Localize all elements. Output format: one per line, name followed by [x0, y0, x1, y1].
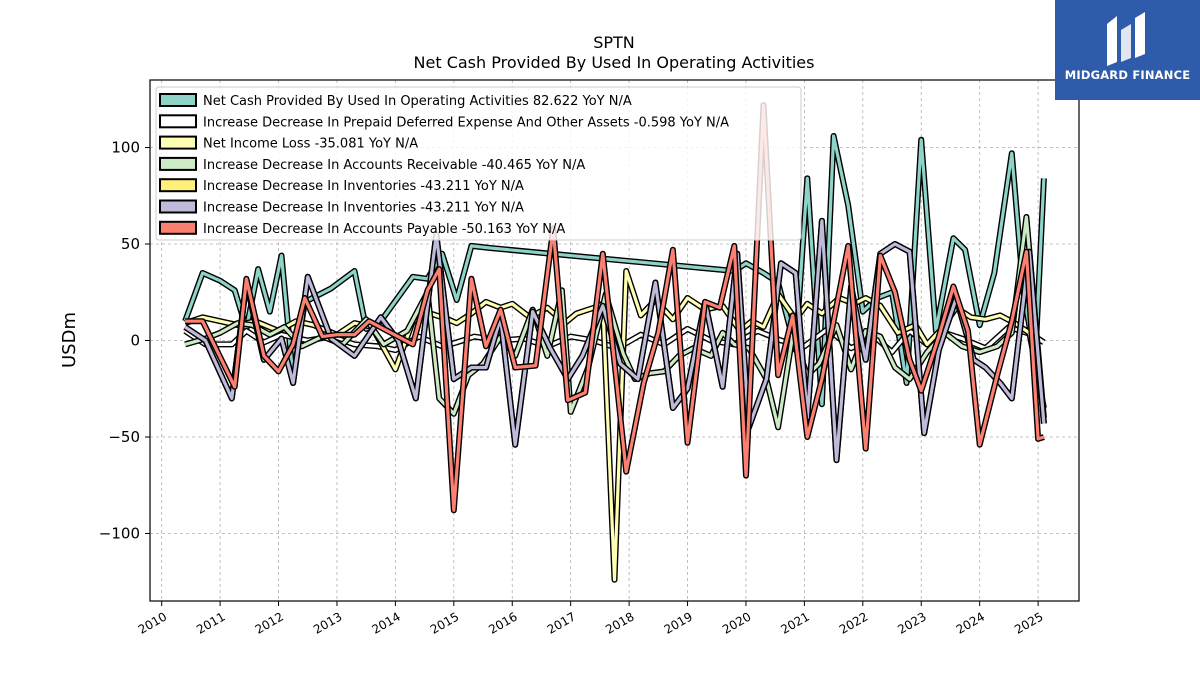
logo-icon: [1107, 12, 1145, 66]
x-tick-label: 2021: [778, 609, 811, 636]
legend-swatch: [159, 93, 197, 107]
y-tick-label: 100: [111, 139, 140, 157]
x-tick-label: 2016: [486, 609, 519, 636]
y-axis-label: USDm: [59, 312, 80, 368]
x-tick-label: 2023: [895, 609, 928, 636]
legend-swatch: [159, 114, 197, 129]
x-tick-label: 2014: [369, 609, 402, 636]
x-tick-label: 2019: [662, 609, 695, 636]
x-tick-label: 2010: [136, 609, 169, 636]
brand-logo: MIDGARD FINANCE: [1055, 0, 1200, 100]
x-tick-label: 2015: [428, 609, 461, 636]
legend-label: Increase Decrease In Accounts Payable -5…: [203, 222, 565, 237]
legend-item: Increase Decrease In Accounts Receivable…: [159, 156, 585, 173]
legend-label: Net Income Loss -35.081 YoY N/A: [203, 137, 418, 152]
chart-title: SPTN: [593, 33, 635, 52]
legend-item: Increase Decrease In Accounts Payable -5…: [159, 220, 565, 237]
legend-label: Increase Decrease In Accounts Receivable…: [203, 158, 585, 173]
legend-label: Net Cash Provided By Used In Operating A…: [203, 94, 632, 109]
legend-item: Increase Decrease In Inventories -43.211…: [159, 199, 524, 216]
x-tick-label: 2024: [954, 609, 987, 636]
x-tick-label: 2025: [1012, 609, 1045, 636]
x-tick-label: 2017: [545, 609, 578, 636]
x-tick-label: 2018: [603, 609, 636, 636]
legend-item: Increase Decrease In Prepaid Deferred Ex…: [159, 114, 729, 130]
x-tick-label: 2012: [253, 609, 286, 636]
legend-swatch: [159, 178, 197, 193]
legend-item: Net Income Loss -35.081 YoY N/A: [159, 135, 418, 152]
series-6: [183, 217, 1047, 464]
series-line: [185, 103, 1045, 512]
x-tick-label: 2020: [720, 609, 753, 636]
series-1: [182, 133, 1047, 408]
series-3: [184, 268, 1047, 583]
series-lines: [182, 102, 1047, 583]
legend-label: Increase Decrease In Prepaid Deferred Ex…: [203, 115, 729, 130]
y-tick-label: 0: [130, 332, 140, 350]
legend: Net Cash Provided By Used In Operating A…: [155, 86, 802, 241]
x-tick-label: 2022: [837, 609, 870, 636]
legend-swatch: [159, 156, 197, 171]
legend-swatch: [159, 220, 197, 235]
y-tick-label: −100: [99, 524, 140, 542]
x-tick-label: 2013: [311, 609, 344, 636]
brand-name: MIDGARD FINANCE: [1064, 68, 1191, 82]
y-tick-label: −50: [108, 428, 140, 446]
series-line: [184, 269, 1046, 582]
legend-item: Increase Decrease In Inventories -43.211…: [159, 178, 524, 194]
legend-item: Net Cash Provided By Used In Operating A…: [159, 93, 632, 109]
legend-box: [155, 86, 802, 241]
legend-swatch: [159, 199, 197, 214]
series-line: [183, 134, 1046, 406]
legend-label: Increase Decrease In Inventories -43.211…: [203, 201, 524, 216]
x-tick-label: 2011: [194, 609, 227, 636]
series-7: [185, 102, 1045, 514]
series-line: [184, 219, 1046, 462]
y-tick-label: 50: [121, 235, 140, 253]
legend-label: Increase Decrease In Inventories -43.211…: [203, 179, 524, 194]
chart-subtitle: Net Cash Provided By Used In Operating A…: [414, 53, 815, 72]
legend-swatch: [159, 135, 197, 150]
